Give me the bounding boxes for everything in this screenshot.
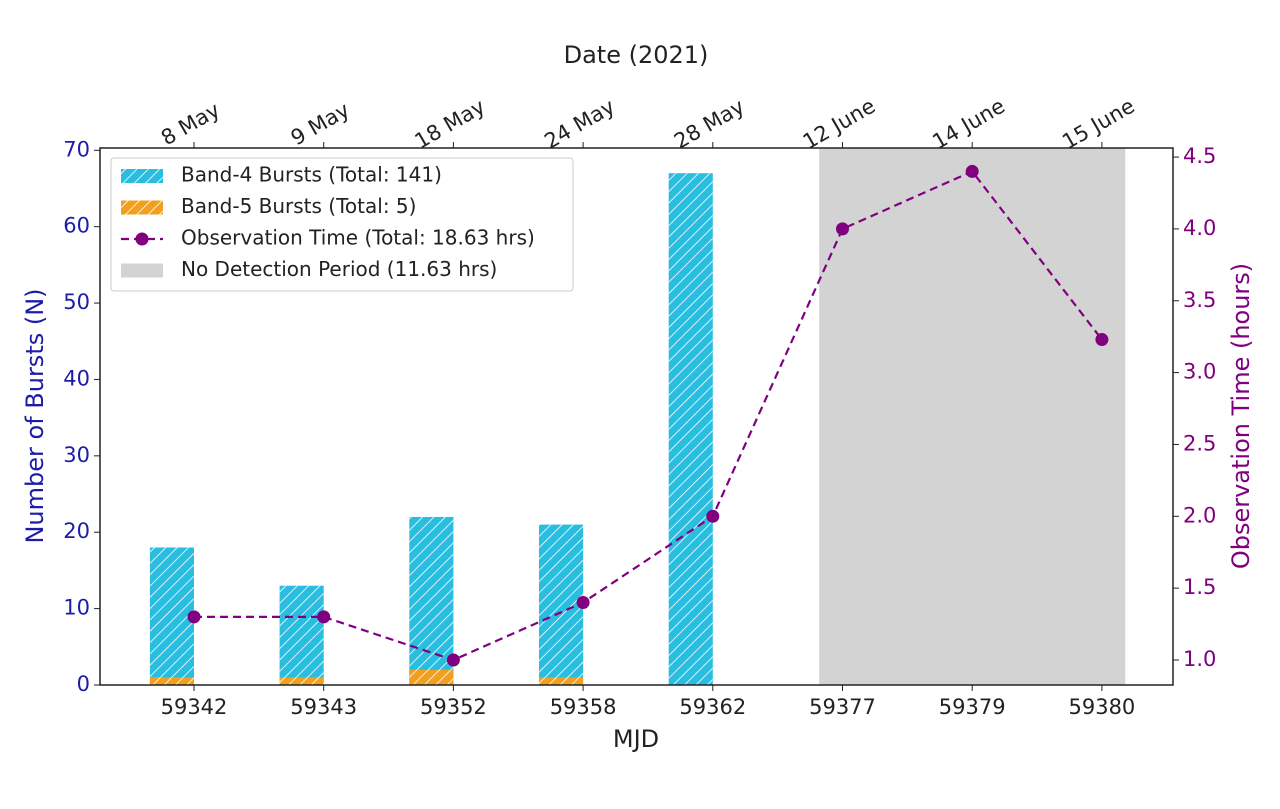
legend-box (110, 157, 574, 292)
y2-tick-label: 2.5 (1183, 431, 1216, 455)
bar-hatch (409, 516, 454, 685)
top-tick-label: 28 May (670, 94, 749, 153)
bar-hatch (149, 547, 194, 685)
y2-tick-label: 4.5 (1183, 144, 1216, 168)
y2-tick-label: 1.5 (1183, 575, 1216, 599)
legend-label: No Detection Period (11.63 hrs) (181, 257, 497, 281)
y2-tick-label: 1.0 (1183, 647, 1216, 671)
y2-axis-label: Observation Time (hours) (1227, 263, 1255, 569)
bar-hatch (539, 524, 584, 685)
line-point (1095, 333, 1109, 347)
y-tick-label: 30 (63, 443, 90, 467)
top-axis-label: Date (2021) (564, 41, 709, 69)
bar-hatch (279, 585, 324, 685)
legend-label: Band-4 Bursts (Total: 141) (181, 163, 442, 187)
top-tick-label: 18 May (411, 94, 490, 153)
x-tick-label: 59362 (679, 695, 746, 719)
line-point (706, 509, 720, 523)
line-point (317, 610, 331, 624)
legend-label: Band-5 Bursts (Total: 5) (181, 194, 416, 218)
x-tick-label: 59342 (161, 695, 228, 719)
line-point (836, 222, 849, 236)
bar-hatch (668, 173, 713, 685)
line-point (187, 610, 201, 624)
x-tick-label: 59352 (420, 695, 487, 719)
y2-tick-label: 3.5 (1183, 288, 1216, 312)
bar-hatch (409, 669, 454, 685)
line-point (446, 653, 460, 667)
y-tick-label: 70 (63, 137, 90, 161)
x-tick-label: 59343 (290, 695, 357, 719)
top-tick-label: 15 June (1058, 94, 1139, 154)
legend-marker (135, 232, 149, 246)
plot-frame (99, 147, 1174, 686)
x-tick-label: 59358 (550, 695, 617, 719)
top-tick-label: 9 May (287, 98, 354, 151)
legend-label: Observation Time (Total: 18.63 hrs) (181, 226, 535, 250)
y-tick-label: 60 (63, 214, 90, 238)
y2-tick-label: 2.0 (1183, 503, 1216, 527)
line-point (576, 596, 590, 610)
x-tick-label: 59380 (1068, 695, 1135, 719)
y-tick-label: 20 (63, 519, 90, 543)
bar-hatch (279, 677, 324, 685)
top-tick-label: 12 June (799, 94, 880, 154)
line (194, 170, 1103, 662)
y-tick-label: 50 (63, 290, 90, 314)
y2-tick-label: 4.0 (1183, 216, 1216, 240)
bar-hatch (539, 677, 584, 685)
bar-hatch (149, 677, 194, 685)
y-axis-label: Number of Bursts (N) (21, 288, 49, 543)
y-tick-label: 0 (77, 672, 90, 696)
top-tick-label: 8 May (157, 98, 224, 151)
y-tick-label: 10 (63, 596, 90, 620)
x-tick-label: 59379 (939, 695, 1006, 719)
x-axis-label: MJD (613, 725, 659, 753)
y-tick-label: 40 (63, 366, 90, 390)
no-detection-span (819, 148, 1126, 685)
x-tick-label: 59377 (809, 695, 876, 719)
top-tick-label: 24 May (540, 94, 619, 153)
legend-swatch (121, 263, 163, 278)
legend-swatch-hatch (121, 169, 163, 183)
top-tick-label: 14 June (928, 94, 1009, 154)
y2-tick-label: 3.0 (1183, 360, 1216, 384)
line-point (965, 164, 979, 178)
legend-swatch-hatch (121, 200, 163, 215)
